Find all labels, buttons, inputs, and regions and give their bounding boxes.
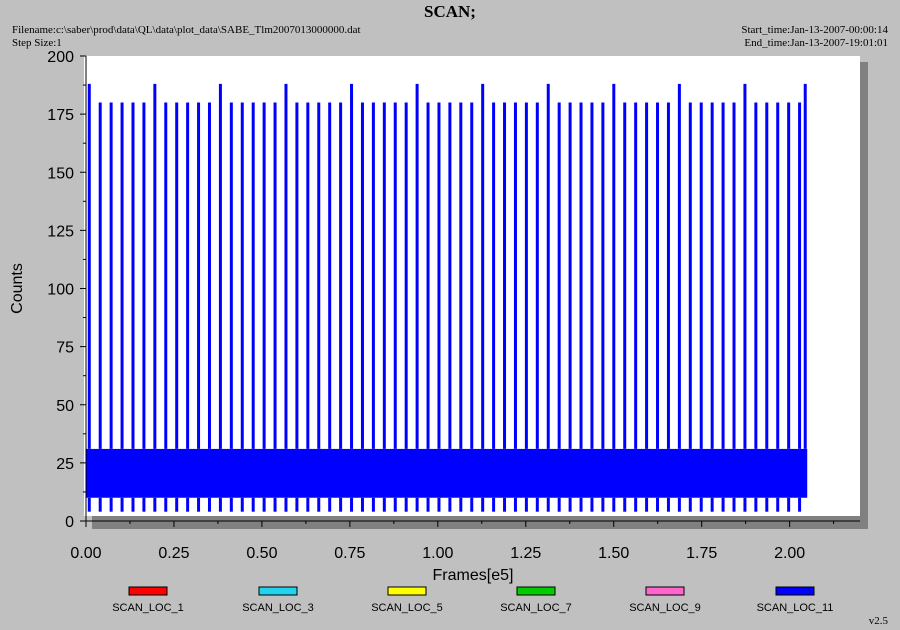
- start-time-label: Start_time:Jan-13-2007-00:00:14: [741, 24, 888, 36]
- x-tick-label: 0.00: [70, 545, 101, 562]
- x-tick-label: 0.50: [246, 545, 277, 562]
- legend-label: SCAN_LOC_9: [629, 602, 701, 614]
- x-tick-label: 0.25: [158, 545, 189, 562]
- y-tick-label: 200: [47, 49, 74, 66]
- x-axis-label: Frames[e5]: [433, 567, 514, 584]
- x-tick-label: 1.00: [422, 545, 453, 562]
- x-tick-label: 1.50: [598, 545, 629, 562]
- series-layer: [86, 83, 808, 512]
- legend: SCAN_LOC_1 SCAN_LOC_3 SCAN_LOC_5 SCAN_LOC_7…: [112, 586, 834, 614]
- scan-loc-11-band: [86, 448, 808, 498]
- legend-label: SCAN_LOC_11: [757, 602, 834, 614]
- axis-layer: 0 25 50 75 100 125 150 175 200 0.00 0.25 0.50 0.75 1.…: [9, 49, 860, 584]
- step-size-label: Step Size:1: [12, 37, 62, 49]
- filename-label: Filename:c:\saber\prod\data\QL\data\plot…: [12, 24, 361, 36]
- time-info: Start_time:Jan-13-2007-00:00:14 End_time…: [741, 24, 888, 50]
- chart-title: SCAN;: [424, 2, 476, 21]
- y-tick-label: 100: [47, 282, 74, 299]
- y-tick-label: 75: [56, 340, 74, 357]
- legend-label: SCAN_LOC_5: [371, 602, 443, 614]
- y-tick-label: 0: [65, 514, 74, 531]
- y-tick-label: 125: [47, 223, 74, 240]
- legend-label: SCAN_LOC_7: [500, 602, 572, 614]
- legend-swatch: [516, 586, 556, 596]
- legend-swatch: [258, 586, 298, 596]
- y-tick-label: 25: [56, 456, 74, 473]
- x-tick-label: 0.75: [334, 545, 365, 562]
- legend-swatch: [128, 586, 168, 596]
- legend-swatch: [645, 586, 685, 596]
- x-tick-label: 1.75: [686, 545, 717, 562]
- legend-swatch: [775, 586, 815, 596]
- legend-label: SCAN_LOC_1: [112, 602, 184, 614]
- x-tick-label: 2.00: [774, 545, 805, 562]
- file-info: Filename:c:\saber\prod\data\QL\data\plot…: [12, 24, 361, 50]
- y-tick-label: 175: [47, 107, 74, 124]
- x-tick-label: 1.25: [510, 545, 541, 562]
- legend-label: SCAN_LOC_3: [242, 602, 314, 614]
- legend-swatch: [387, 586, 427, 596]
- y-axis-label: Counts: [9, 263, 26, 314]
- version-label: v2.5: [868, 615, 888, 627]
- y-tick-label: 50: [56, 398, 74, 415]
- end-time-label: End_time:Jan-13-2007-19:01:01: [744, 37, 888, 49]
- y-tick-label: 150: [47, 165, 74, 182]
